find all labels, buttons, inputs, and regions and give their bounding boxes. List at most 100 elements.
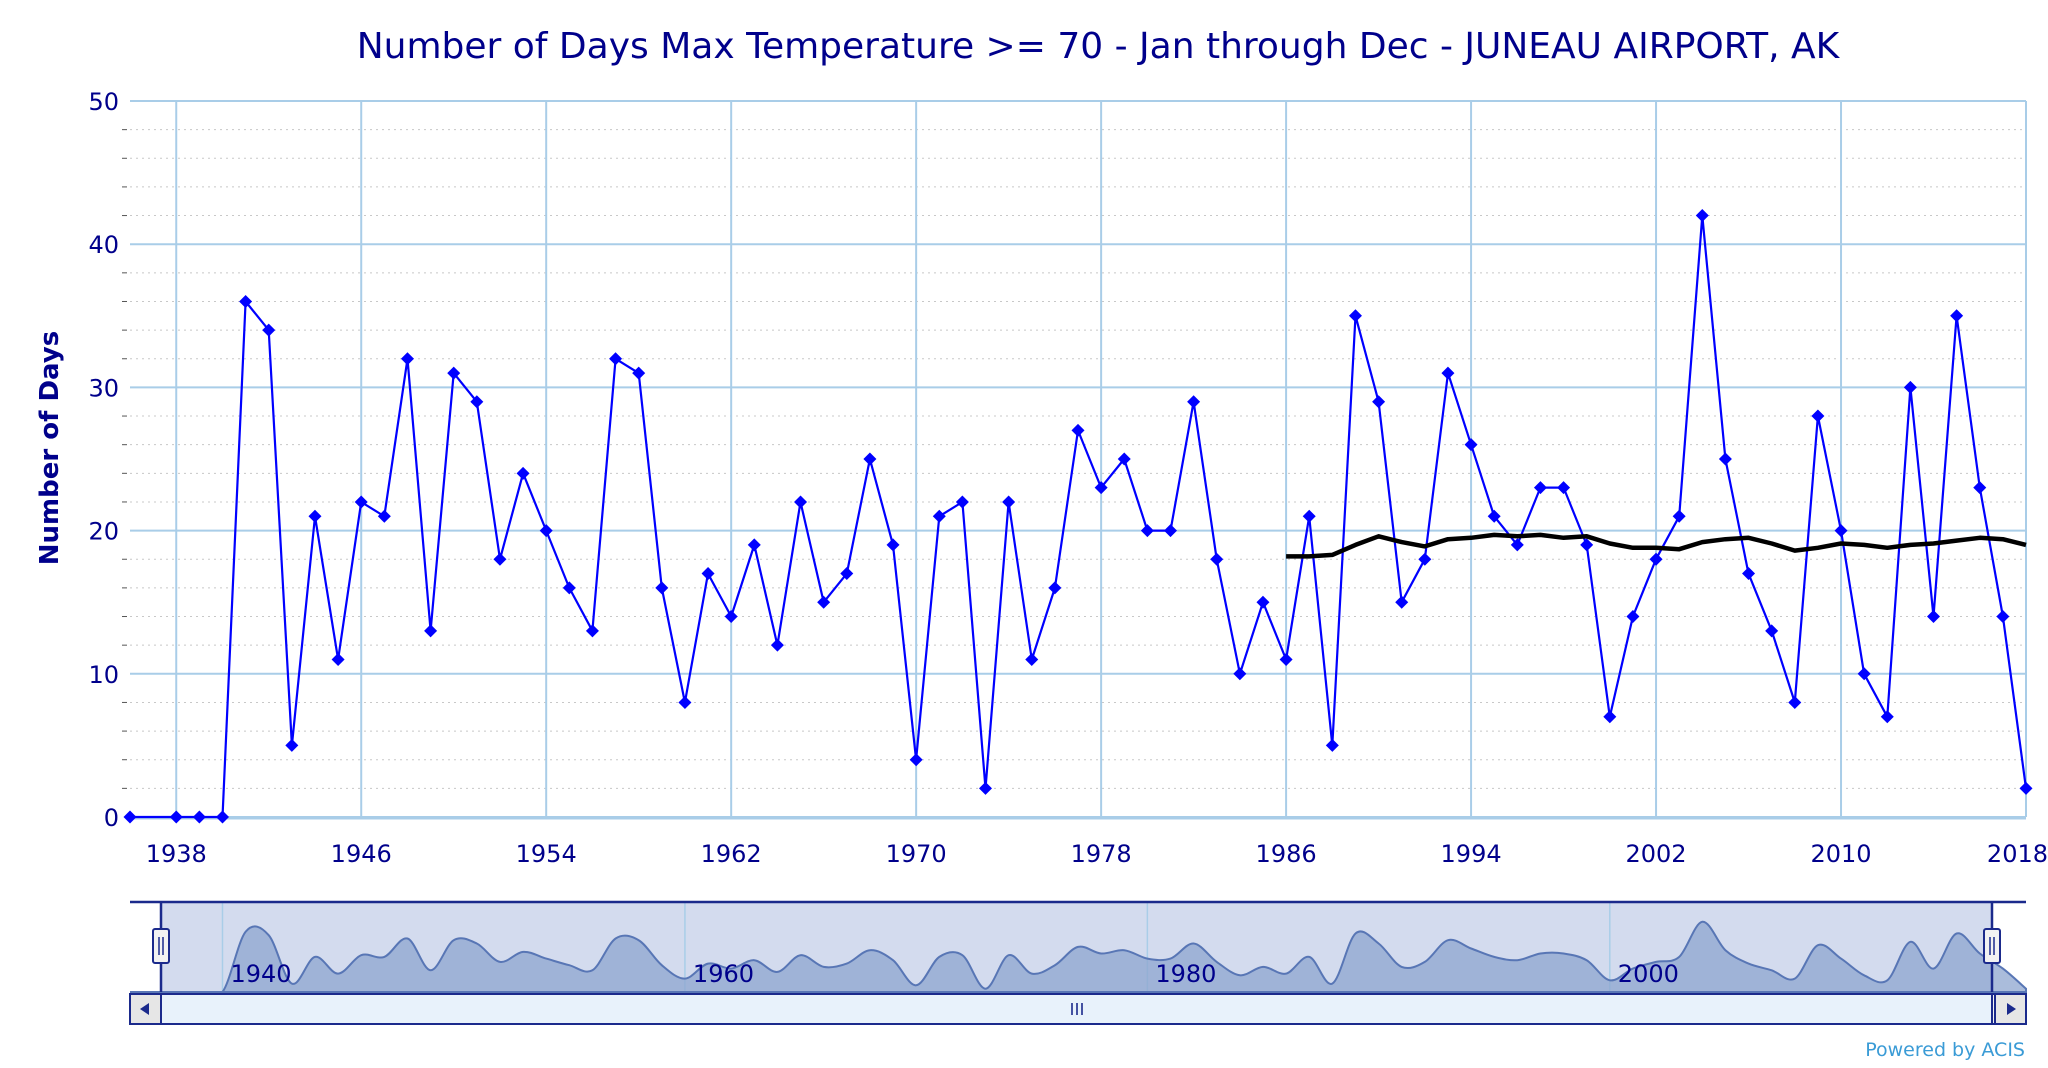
data-point[interactable] xyxy=(1695,209,1709,223)
data-point[interactable] xyxy=(192,810,206,824)
x-tick-label: 1962 xyxy=(701,840,762,868)
data-point[interactable] xyxy=(1718,452,1732,466)
data-point[interactable] xyxy=(1742,567,1756,581)
data-point[interactable] xyxy=(1140,524,1154,538)
data-point[interactable] xyxy=(562,581,576,595)
y-tick-label: 20 xyxy=(88,518,119,546)
data-point[interactable] xyxy=(400,352,414,366)
data-point[interactable] xyxy=(724,610,738,624)
data-point[interactable] xyxy=(354,495,368,509)
data-point[interactable] xyxy=(1048,581,1062,595)
navigator-scrollbar[interactable] xyxy=(129,993,2027,1025)
data-point[interactable] xyxy=(1210,552,1224,566)
scroll-right-button[interactable] xyxy=(1994,993,2027,1025)
data-point[interactable] xyxy=(1418,552,1432,566)
data-point[interactable] xyxy=(1996,610,2010,624)
data-point[interactable] xyxy=(470,395,484,409)
data-point[interactable] xyxy=(262,323,276,337)
data-point[interactable] xyxy=(817,595,831,609)
data-point[interactable] xyxy=(377,509,391,523)
data-point[interactable] xyxy=(863,452,877,466)
data-point[interactable] xyxy=(1348,309,1362,323)
data-point[interactable] xyxy=(1233,667,1247,681)
data-point[interactable] xyxy=(1973,481,1987,495)
data-point[interactable] xyxy=(1811,409,1825,423)
data-point[interactable] xyxy=(516,466,530,480)
data-point[interactable] xyxy=(909,753,923,767)
data-point[interactable] xyxy=(1580,538,1594,552)
data-point[interactable] xyxy=(1325,738,1339,752)
data-point[interactable] xyxy=(979,781,993,795)
data-point[interactable] xyxy=(747,538,761,552)
data-point[interactable] xyxy=(1788,695,1802,709)
y-tick-label: 40 xyxy=(88,231,119,259)
data-point[interactable] xyxy=(1880,710,1894,724)
data-point[interactable] xyxy=(1903,380,1917,394)
data-point[interactable] xyxy=(770,638,784,652)
data-point[interactable] xyxy=(1950,309,1964,323)
data-point[interactable] xyxy=(1279,652,1293,666)
data-point[interactable] xyxy=(1302,509,1316,523)
data-point[interactable] xyxy=(331,652,345,666)
data-point[interactable] xyxy=(1094,481,1108,495)
credit-link[interactable]: Powered by ACIS xyxy=(1865,1039,2025,1061)
data-point[interactable] xyxy=(424,624,438,638)
data-point[interactable] xyxy=(609,352,623,366)
data-point[interactable] xyxy=(1117,452,1131,466)
scroll-left-button[interactable] xyxy=(129,993,162,1025)
data-point[interactable] xyxy=(1765,624,1779,638)
data-point[interactable] xyxy=(1927,610,1941,624)
data-point[interactable] xyxy=(308,509,322,523)
data-point[interactable] xyxy=(886,538,900,552)
data-point[interactable] xyxy=(1672,509,1686,523)
navigator-left-handle[interactable] xyxy=(152,928,170,964)
data-point[interactable] xyxy=(1857,667,1871,681)
data-point[interactable] xyxy=(215,810,229,824)
x-tick-label: 1994 xyxy=(1441,840,1502,868)
data-point[interactable] xyxy=(1626,610,1640,624)
x-tick-label: 2018 xyxy=(1987,840,2048,868)
data-point[interactable] xyxy=(1510,538,1524,552)
data-point[interactable] xyxy=(932,509,946,523)
data-point[interactable] xyxy=(955,495,969,509)
data-point[interactable] xyxy=(1163,524,1177,538)
data-point[interactable] xyxy=(678,695,692,709)
data-point[interactable] xyxy=(1441,366,1455,380)
data-point[interactable] xyxy=(1025,652,1039,666)
data-point[interactable] xyxy=(1071,423,1085,437)
data-point[interactable] xyxy=(701,567,715,581)
data-point[interactable] xyxy=(169,810,183,824)
data-point[interactable] xyxy=(1603,710,1617,724)
data-point[interactable] xyxy=(1256,595,1270,609)
data-point[interactable] xyxy=(1187,395,1201,409)
data-point[interactable] xyxy=(1002,495,1016,509)
data-point[interactable] xyxy=(1372,395,1386,409)
data-point[interactable] xyxy=(794,495,808,509)
data-point[interactable] xyxy=(285,738,299,752)
data-point[interactable] xyxy=(1395,595,1409,609)
data-point[interactable] xyxy=(447,366,461,380)
data-point[interactable] xyxy=(1487,509,1501,523)
data-point[interactable] xyxy=(2019,781,2033,795)
series-line-average xyxy=(1286,532,2027,559)
data-point[interactable] xyxy=(632,366,646,380)
data-point[interactable] xyxy=(1649,552,1663,566)
data-point[interactable] xyxy=(1557,481,1571,495)
range-navigator[interactable]: 1940 1960 1980 2000 xyxy=(129,900,2027,1025)
data-point[interactable] xyxy=(493,552,507,566)
data-point[interactable] xyxy=(655,581,669,595)
navigator-right-handle[interactable] xyxy=(1983,928,2001,964)
navigator-label: 2000 xyxy=(1618,960,1679,988)
data-point[interactable] xyxy=(1834,524,1848,538)
data-point[interactable] xyxy=(123,810,137,824)
navigator-label: 1980 xyxy=(1155,960,1216,988)
data-point[interactable] xyxy=(1464,438,1478,452)
x-tick-label: 1946 xyxy=(331,840,392,868)
data-point[interactable] xyxy=(239,294,253,308)
data-point[interactable] xyxy=(539,524,553,538)
data-point[interactable] xyxy=(585,624,599,638)
data-point[interactable] xyxy=(840,567,854,581)
y-tick-label: 10 xyxy=(88,661,119,689)
data-point[interactable] xyxy=(1533,481,1547,495)
